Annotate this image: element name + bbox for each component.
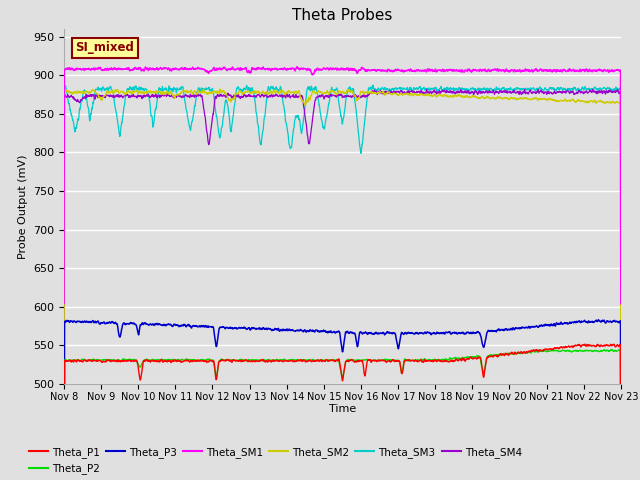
Theta_P1 (88, 359, 96, 364)
Theta_P2 (316, 357, 324, 363)
Theta_SM3 (369, 82, 377, 88)
Theta_P1 (581, 341, 589, 347)
Theta_P3 (499, 327, 506, 333)
Theta_SM1 (316, 66, 324, 72)
Theta_SM1 (601, 67, 609, 73)
Theta_SM4 (499, 89, 506, 95)
Theta_SM1 (601, 67, 609, 72)
Theta_P1 (617, 449, 625, 455)
Theta_SM1 (331, 66, 339, 72)
Text: SI_mixed: SI_mixed (75, 41, 134, 54)
Theta_SM3 (499, 85, 506, 91)
Theta_SM2 (331, 90, 339, 96)
Theta_P1 (499, 352, 506, 358)
Theta_SM1 (499, 67, 506, 72)
Theta_P3 (617, 430, 625, 436)
Legend: Theta_P1, Theta_P2, Theta_P3, Theta_SM1, Theta_SM2, Theta_SM3, Theta_SM4: Theta_P1, Theta_P2, Theta_P3, Theta_SM1,… (25, 443, 526, 478)
Theta_SM4 (589, 86, 596, 92)
Theta_SM1 (293, 64, 301, 70)
Line: Theta_P1: Theta_P1 (64, 344, 621, 480)
Theta_SM1 (88, 66, 96, 72)
Theta_SM4 (601, 89, 609, 95)
Line: Theta_SM3: Theta_SM3 (64, 85, 621, 315)
Theta_SM2 (601, 100, 609, 106)
Theta_SM1 (617, 301, 625, 307)
Theta_P3 (601, 319, 609, 324)
Line: Theta_SM4: Theta_SM4 (64, 89, 621, 321)
Theta_SM4 (601, 88, 609, 94)
Theta_SM2 (216, 86, 224, 92)
Theta_P2 (607, 347, 615, 352)
Theta_SM4 (331, 93, 339, 99)
Theta_SM3 (316, 107, 324, 112)
Theta_P2 (601, 347, 609, 353)
Theta_SM2 (88, 87, 96, 93)
Theta_P3 (595, 317, 602, 323)
Theta_P2 (88, 357, 96, 362)
Y-axis label: Probe Output (mV): Probe Output (mV) (17, 154, 28, 259)
Theta_P3 (316, 329, 324, 335)
Theta_P1 (601, 343, 609, 348)
Line: Theta_SM1: Theta_SM1 (64, 67, 621, 304)
Line: Theta_SM2: Theta_SM2 (64, 89, 621, 370)
Theta_SM2 (617, 367, 625, 373)
Theta_P1 (331, 359, 339, 364)
Theta_P2 (331, 358, 339, 363)
Theta_SM4 (88, 93, 96, 98)
Theta_SM1 (60, 300, 68, 306)
Theta_SM4 (316, 93, 324, 98)
Theta_SM3 (601, 85, 609, 91)
Theta_P3 (331, 330, 339, 336)
Theta_SM3 (617, 312, 625, 318)
Theta_SM4 (60, 318, 68, 324)
Theta_SM3 (601, 85, 609, 91)
Theta_SM2 (316, 89, 324, 95)
X-axis label: Time: Time (329, 405, 356, 414)
Theta_P3 (88, 318, 96, 324)
Title: Theta Probes: Theta Probes (292, 9, 392, 24)
Line: Theta_P2: Theta_P2 (64, 349, 621, 480)
Theta_SM2 (601, 100, 609, 106)
Theta_SM2 (60, 360, 68, 366)
Theta_SM3 (331, 87, 339, 93)
Line: Theta_P3: Theta_P3 (64, 320, 621, 480)
Theta_SM3 (88, 104, 96, 110)
Theta_P2 (499, 351, 506, 357)
Theta_P1 (601, 342, 609, 348)
Theta_SM2 (499, 96, 506, 102)
Theta_P3 (601, 319, 609, 325)
Theta_P2 (600, 347, 608, 353)
Theta_P1 (316, 358, 324, 363)
Theta_SM4 (617, 316, 625, 322)
Theta_SM3 (60, 312, 68, 317)
